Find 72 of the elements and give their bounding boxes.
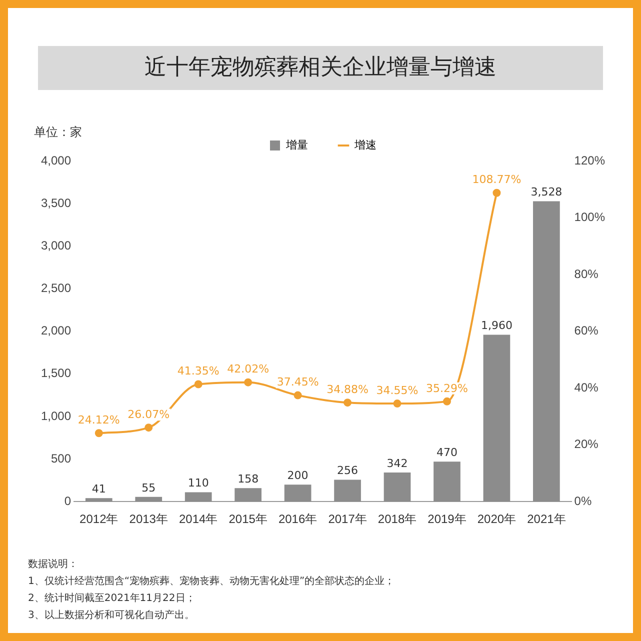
data-label: 110 xyxy=(188,476,209,490)
y2-tick-label: 100% xyxy=(574,210,606,224)
text: 数据说明： xyxy=(28,558,79,572)
y-tick-label: 1,500 xyxy=(41,366,72,380)
data-label: 34.55% xyxy=(376,384,418,397)
y-tick-label: 4,000 xyxy=(41,153,72,168)
data-label: 1,960 xyxy=(480,319,512,332)
y2-tick-label: 120% xyxy=(574,153,606,168)
x-tick-label: 2017年 xyxy=(328,512,367,526)
data-label: 470 xyxy=(436,446,458,459)
bar xyxy=(85,498,112,502)
y-tick-label: 2,500 xyxy=(41,281,72,296)
y2-tick-label: 20% xyxy=(574,437,599,452)
x-tick-label: 2014年 xyxy=(179,512,218,526)
point xyxy=(94,429,103,438)
x-tick-label: 2021年 xyxy=(527,512,566,526)
data-label: 55 xyxy=(142,481,156,494)
data-label: 158 xyxy=(238,472,259,486)
y2-tick-label: 60% xyxy=(574,324,599,338)
data-label: 37.45% xyxy=(276,376,319,389)
x-tick-label: 2019年 xyxy=(428,512,466,526)
y-tick-label: 500 xyxy=(51,451,72,466)
text: 2、统计时间截至2021年11月22日； xyxy=(28,592,196,606)
x-tick-label: 2015年 xyxy=(228,512,268,526)
y-tick-label: 2,000 xyxy=(41,324,72,338)
bar xyxy=(184,492,212,502)
y-tick-label: 0 xyxy=(64,494,72,508)
data-label: 26.07% xyxy=(128,408,170,421)
chart-title: 近十年宠物殡葬相关企业增量与增速 xyxy=(38,46,603,90)
y2-tick-label: 0% xyxy=(574,494,592,508)
point xyxy=(344,398,352,407)
data-label: 256 xyxy=(337,464,358,478)
point xyxy=(442,397,451,406)
x-tick-label: 2016年 xyxy=(278,512,318,526)
data-label: 41 xyxy=(92,482,106,496)
point xyxy=(492,188,501,197)
y-tick-label: 1,000 xyxy=(41,408,72,423)
data-label: 24.12% xyxy=(78,414,120,426)
x-tick-label: 2012年 xyxy=(80,512,118,526)
y-tick-label: 3,500 xyxy=(41,196,72,210)
data-label: 342 xyxy=(386,456,408,470)
y2-tick-label: 80% xyxy=(574,266,599,281)
data-label: 34.88% xyxy=(326,382,369,396)
point xyxy=(244,378,252,386)
bar xyxy=(533,201,560,502)
bar xyxy=(483,334,510,502)
bar xyxy=(384,472,411,502)
bar xyxy=(135,496,162,502)
y-axis-title: 单位：家 xyxy=(34,125,82,140)
y-tick-label: 3,000 xyxy=(41,238,72,252)
bar xyxy=(284,484,312,502)
point xyxy=(144,424,153,432)
legend-label: 增量 xyxy=(285,140,308,152)
legend-label: 增速 xyxy=(354,138,376,152)
point xyxy=(194,380,202,388)
data-label: 108.77% xyxy=(472,173,522,186)
x-tick-label: 2018年 xyxy=(378,512,417,526)
y2-tick-label: 40% xyxy=(574,380,599,394)
text: 1、仅统计经营范围含“宠物殡葬、宠物丧葬、动物无害化处理”的全部状态的企业； xyxy=(28,574,395,589)
data-label: 200 xyxy=(287,468,308,482)
bar xyxy=(234,488,262,502)
x-tick-label: 2020年 xyxy=(477,512,516,526)
data-label: 42.02% xyxy=(227,362,270,376)
x-tick-label: 2013年 xyxy=(129,512,168,526)
data-label: 3,528 xyxy=(530,186,562,199)
data-label: 41.35% xyxy=(177,364,220,378)
data-label: 35.29% xyxy=(426,382,468,395)
point xyxy=(294,391,302,400)
bar xyxy=(434,462,460,502)
bar xyxy=(334,480,361,502)
text: 3、以上数据分析和可视化自动产出。 xyxy=(28,608,196,623)
point xyxy=(393,400,402,408)
